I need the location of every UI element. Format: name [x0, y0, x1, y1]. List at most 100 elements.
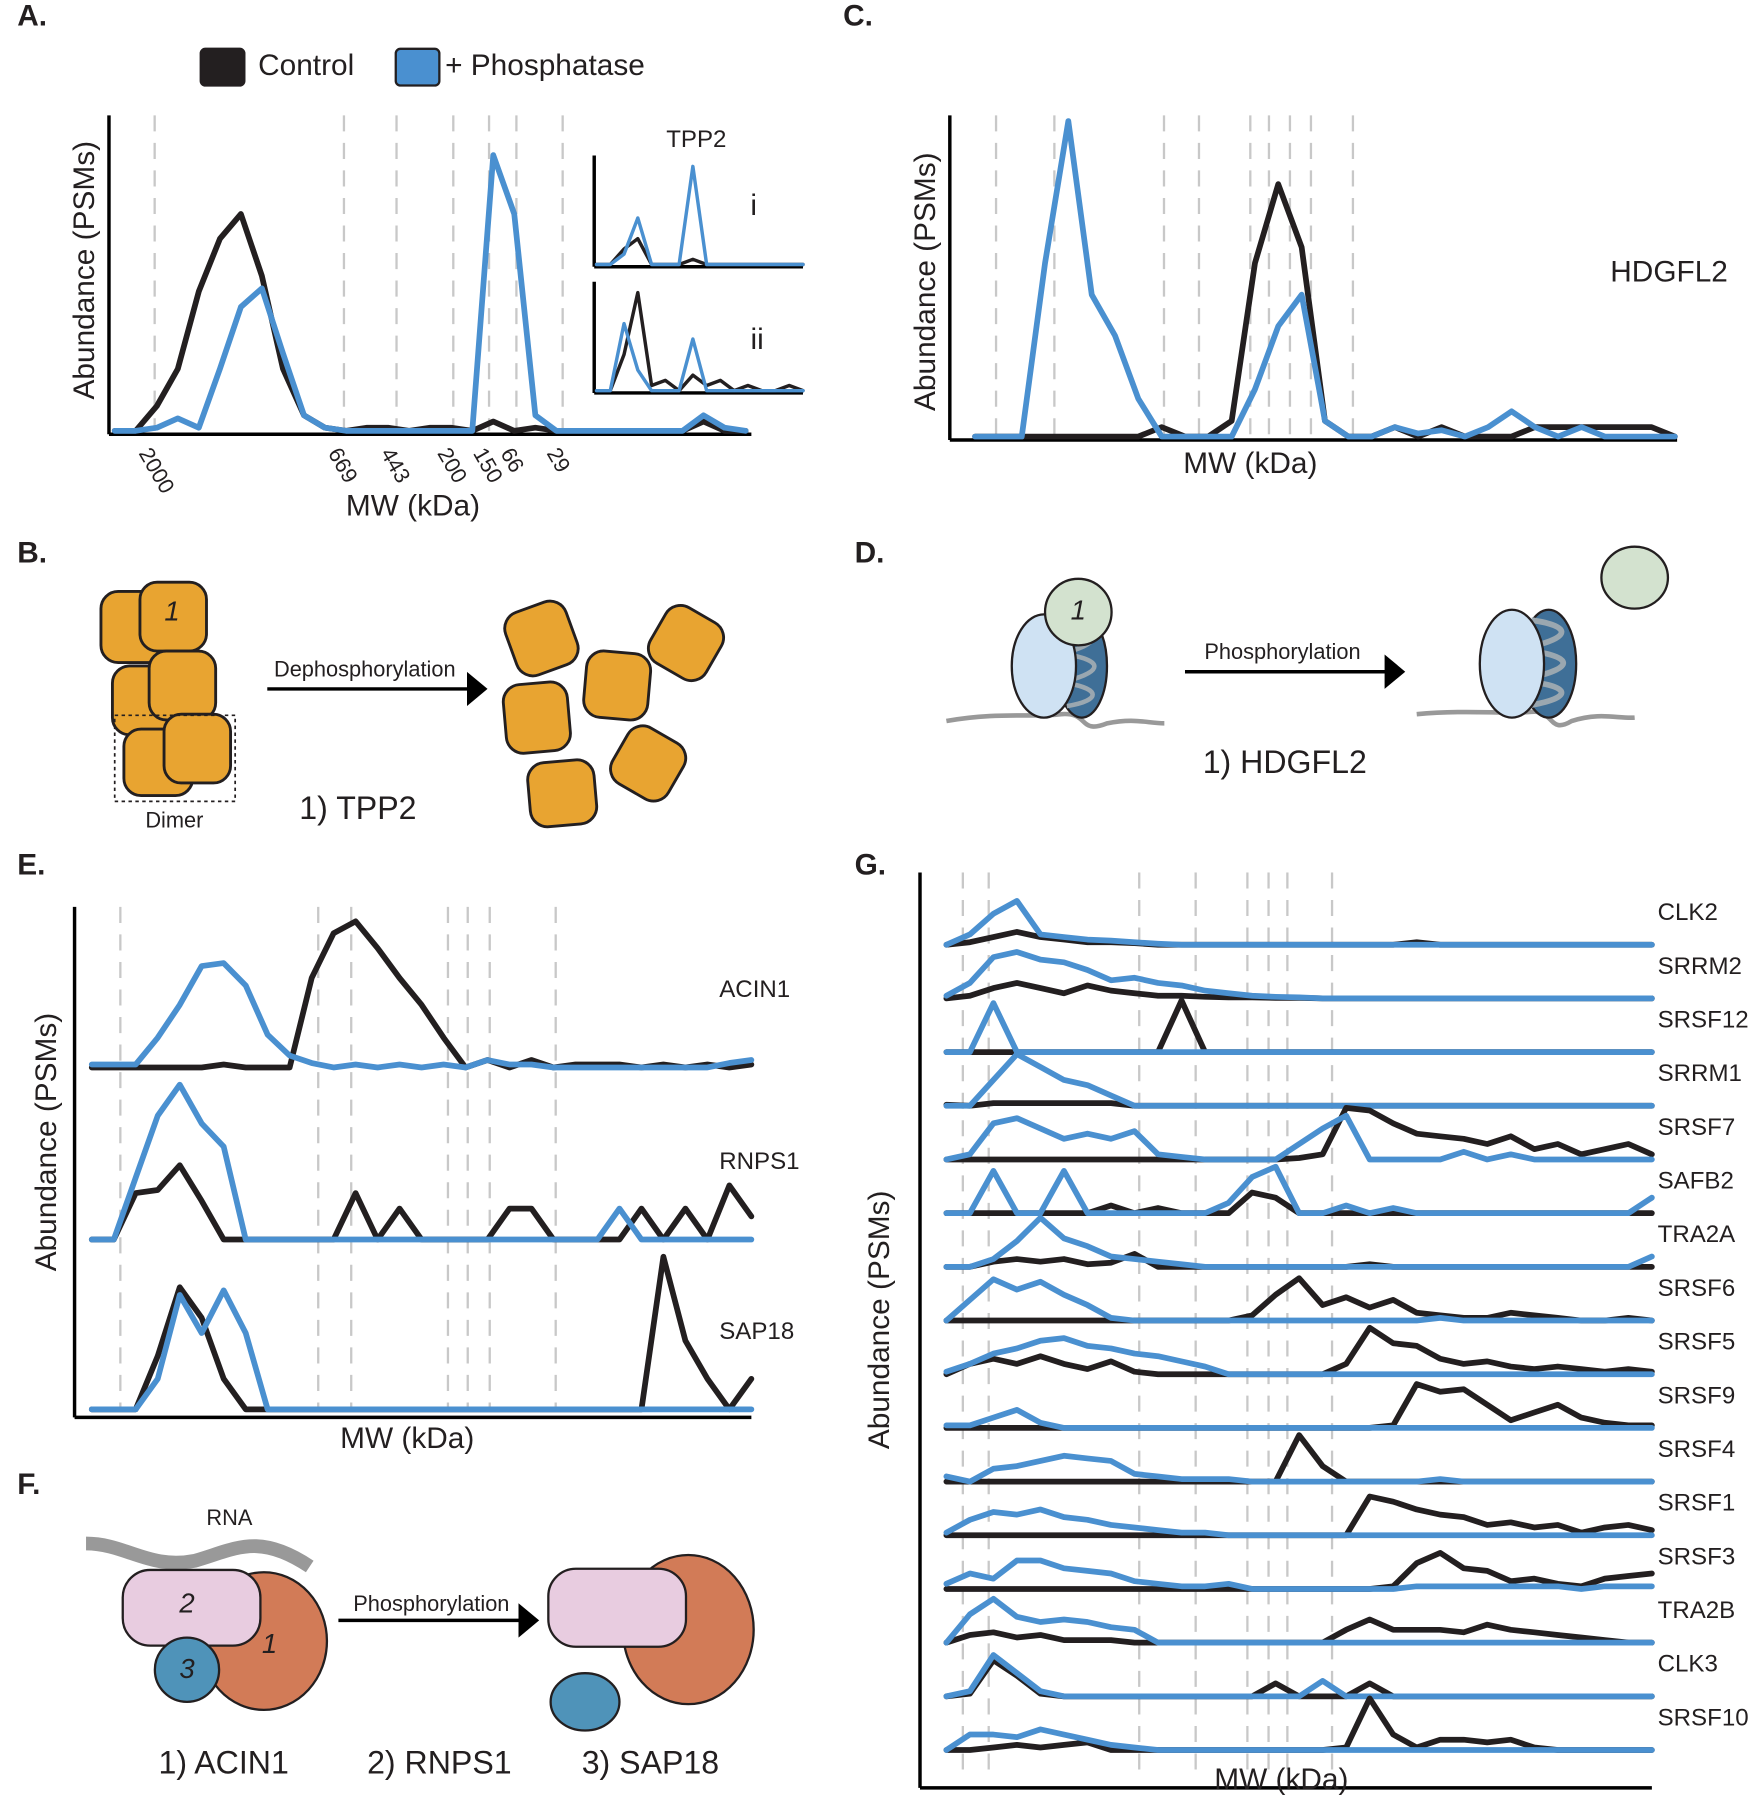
x-tick-label: 29 — [542, 443, 576, 476]
panel-label: F. — [17, 1468, 40, 1501]
panel-label: B. — [17, 537, 47, 570]
row-label: SRSF9 — [1658, 1382, 1736, 1409]
data-line — [943, 1000, 1655, 1055]
row-label: SRRM1 — [1658, 1060, 1742, 1087]
protein-number: 3 — [179, 1653, 195, 1684]
subunit — [646, 604, 725, 683]
subunit — [162, 712, 233, 785]
y-axis-label: Abundance (PSMs) — [68, 141, 101, 400]
row-label: SRSF5 — [1658, 1329, 1736, 1356]
rnps1 — [547, 1567, 688, 1648]
diagram-f: RNA 1 2 3 Phosphorylation 1) ACIN1 2) RN… — [85, 1505, 755, 1780]
dna — [945, 711, 1165, 729]
row-label: SAFB2 — [1658, 1168, 1734, 1195]
data-line — [943, 1652, 1655, 1700]
legend-swatch — [394, 47, 441, 87]
panel-label: A. — [17, 0, 47, 33]
sap18 — [549, 1672, 621, 1732]
subunit — [501, 680, 572, 755]
histone-face — [1478, 608, 1546, 719]
data-line — [594, 290, 805, 393]
caption: 3) SAP18 — [582, 1744, 719, 1780]
arrow-label: Phosphorylation — [1204, 639, 1360, 664]
row-label: TRA2B — [1658, 1597, 1736, 1624]
data-line — [943, 1726, 1655, 1753]
rna — [85, 1536, 314, 1573]
row-label: SRSF7 — [1658, 1114, 1736, 1141]
data-line — [88, 918, 755, 1071]
row-label: TRA2A — [1658, 1221, 1737, 1248]
data-line — [972, 118, 1678, 440]
arrow-label: Phosphorylation — [353, 1591, 509, 1616]
y-axis-label: Abundance (PSMs) — [909, 152, 942, 411]
data-line — [943, 1275, 1655, 1324]
row-label: ACIN1 — [719, 976, 790, 1003]
data-line — [943, 1381, 1655, 1431]
data-line — [943, 1335, 1655, 1378]
panel-label: G. — [855, 849, 886, 882]
y-axis-label: Abundance (PSMs) — [30, 1013, 63, 1272]
row-label: SRSF12 — [1658, 1006, 1749, 1033]
x-axis-label: MW (kDa) — [340, 1422, 474, 1455]
data-line — [943, 1695, 1655, 1753]
row-label: SRSF10 — [1658, 1704, 1749, 1731]
data-line — [111, 152, 749, 434]
legend-label: Control — [258, 49, 354, 82]
data-line — [943, 1506, 1655, 1539]
data-line — [943, 1276, 1655, 1324]
x-axis-label: MW (kDa) — [346, 490, 480, 523]
panel-label: E. — [17, 849, 45, 882]
row-label: SRSF6 — [1658, 1275, 1736, 1302]
row-label: SRSF3 — [1658, 1543, 1736, 1570]
diagram-b: 1 Dimer Dephosphorylation 1) TPP2 — [99, 580, 725, 833]
data-line — [943, 949, 1655, 1002]
x-axis-label: MW (kDa) — [1183, 447, 1317, 480]
subunit — [526, 758, 599, 829]
subunit — [503, 599, 580, 678]
data-line — [88, 1287, 755, 1413]
row-label: SAP18 — [719, 1318, 794, 1345]
y-axis-label: Abundance (PSMs) — [863, 1191, 896, 1450]
panel-label: D. — [855, 537, 885, 570]
data-line — [594, 164, 805, 267]
data-line — [943, 1452, 1655, 1485]
caption: 1) ACIN1 — [159, 1744, 289, 1780]
data-line — [943, 1051, 1655, 1109]
annotation: HDGFL2 — [1610, 256, 1728, 289]
x-axis-label: MW (kDa) — [1214, 1763, 1348, 1796]
data-line — [943, 1557, 1655, 1592]
hdgfl2 — [1043, 577, 1113, 647]
subunit-number: 1 — [164, 595, 179, 626]
caption: 2) RNPS1 — [367, 1744, 512, 1780]
data-line — [594, 321, 805, 393]
data-line — [943, 997, 1655, 1055]
data-line — [943, 1104, 1655, 1163]
rna-label: RNA — [206, 1505, 252, 1530]
x-tick-label: 2000 — [134, 443, 180, 497]
arrow-label: Dephosphorylation — [274, 656, 456, 681]
data-line — [88, 960, 755, 1071]
data-line — [88, 1253, 755, 1413]
row-label: SRSF1 — [1658, 1490, 1736, 1517]
panel-labels: A. B. C. D. E. F. G. — [17, 0, 886, 1501]
chart-title: TPP2 — [666, 126, 726, 153]
data-line — [943, 1324, 1655, 1378]
protein-number: 2 — [178, 1588, 194, 1619]
data-line — [943, 1595, 1655, 1646]
data-line — [943, 1163, 1655, 1217]
panel-label: C. — [843, 0, 873, 33]
subunit — [609, 724, 688, 803]
diagram-d: 1 Phosphorylation 1) HDGFL2 — [945, 545, 1670, 780]
row-label: CLK3 — [1658, 1651, 1718, 1678]
data-line — [943, 898, 1655, 948]
row-label: ii — [750, 323, 763, 356]
hdgfl2 — [1600, 545, 1670, 610]
x-tick-label: 443 — [376, 443, 416, 487]
subunit — [147, 649, 218, 722]
caption: 1) HDGFL2 — [1203, 744, 1367, 780]
data-line — [943, 1214, 1655, 1270]
legend-label: + Phosphatase — [445, 49, 645, 82]
row-label: RNPS1 — [719, 1148, 799, 1175]
data-line — [943, 1407, 1655, 1431]
